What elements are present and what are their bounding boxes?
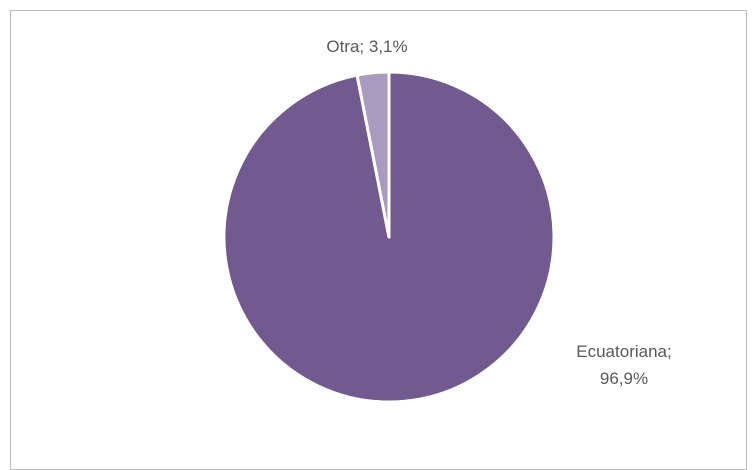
slice-value-ecuatoriana: 96,9% (600, 369, 648, 388)
slice-label-otra: Otra; 3,1% (326, 37, 407, 56)
pie-slice-ecuatoriana (222, 70, 556, 404)
pie-slices (222, 70, 556, 404)
pie-chart: Ecuatoriana; 96,9% Otra; 3,1% (222, 37, 672, 404)
pie-slice-otra (355, 70, 391, 239)
slice-label-ecuatoriana: Ecuatoriana; (576, 342, 671, 361)
